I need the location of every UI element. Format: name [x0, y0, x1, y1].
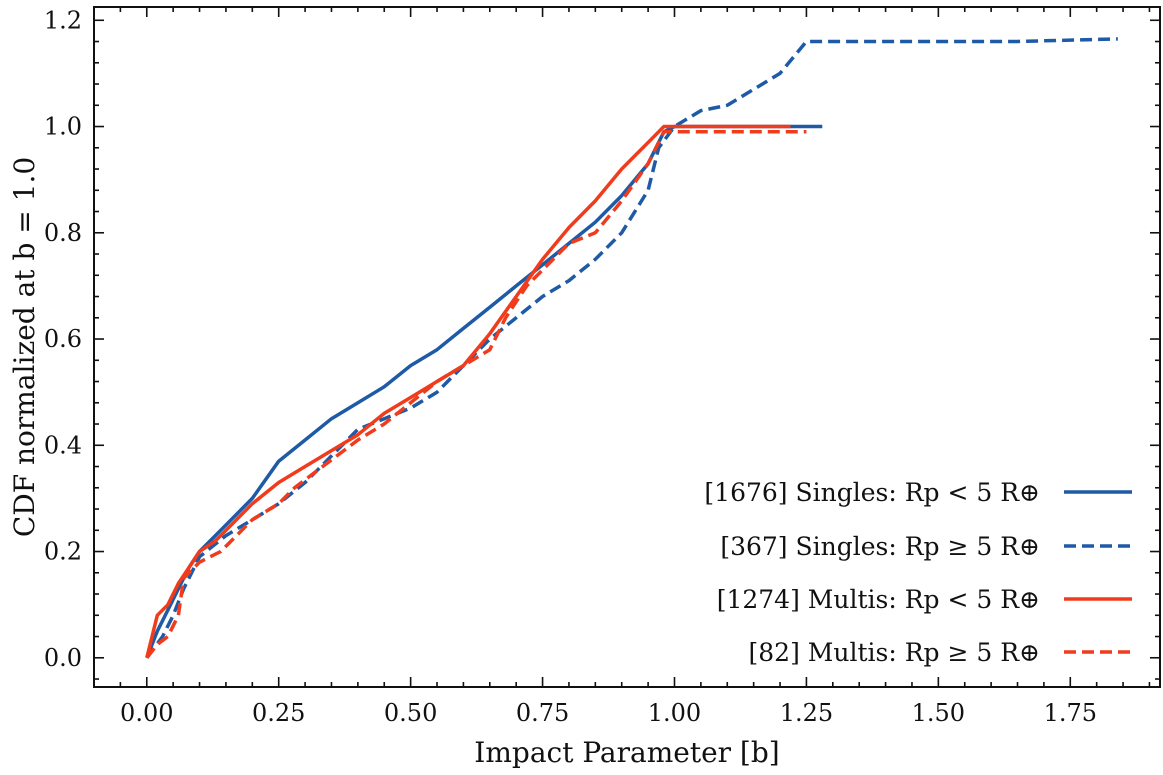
series-multis-small-line	[145, 124, 791, 659]
legend-label: [1274] Multis: Rp < 5 R⊕	[717, 585, 1040, 614]
y-tick-label: 0.2	[44, 538, 82, 566]
x-tick-label: 1.25	[780, 699, 833, 727]
x-tick-label: 1.75	[1044, 699, 1097, 727]
legend-label: [367] Singles: Rp ≥ 5 R⊕	[720, 532, 1040, 561]
x-axis-label: Impact Parameter [b]	[474, 736, 779, 769]
y-tick-label: 0.0	[44, 644, 82, 672]
x-tick-label: 1.50	[912, 699, 965, 727]
x-tick-label: 1.00	[648, 699, 701, 727]
x-tick-label: 0.25	[252, 699, 305, 727]
legend-label: [82] Multis: Rp ≥ 5 R⊕	[749, 638, 1041, 667]
y-tick-label: 0.8	[44, 219, 82, 247]
legend-label: [1676] Singles: Rp < 5 R⊕	[704, 478, 1040, 507]
legend: [1676] Singles: Rp < 5 R⊕ [367] Singles: …	[704, 478, 1132, 667]
x-tick-label: 0.75	[516, 699, 569, 727]
tick-label-layer: 0.00 0.25 0.50 0.75 1.00 1.25 1.50 1.75 0.0 0.2 0.…	[44, 6, 1097, 727]
series-singles-large-line	[145, 37, 1118, 659]
plot-frame	[93, 6, 1161, 688]
x-tick-label: 0.00	[120, 699, 173, 727]
series-singles-small-line	[145, 124, 823, 659]
y-tick-label: 0.6	[44, 325, 82, 353]
y-tick-label: 1.0	[44, 113, 82, 141]
y-tick-label: 0.4	[44, 431, 82, 459]
x-tick-label: 0.50	[384, 699, 437, 727]
y-tick-label: 1.2	[44, 6, 82, 34]
series-layer	[145, 37, 1118, 659]
series-multis-large-line	[145, 130, 807, 659]
y-axis-label: CDF normalized at b = 1.0	[8, 157, 41, 537]
